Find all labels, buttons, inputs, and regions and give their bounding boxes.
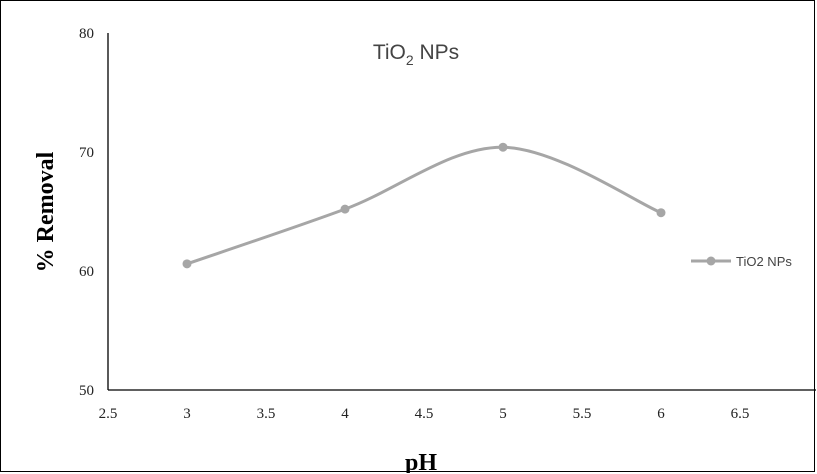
y-tick-label: 50 [79,383,94,399]
x-tick-label: 5.5 [573,406,592,422]
x-tick-label: 3 [183,406,191,422]
x-tick-label: 4.5 [415,406,434,422]
data-point [340,204,350,214]
chart-title-suffix: NPs [414,41,460,64]
x-tick-label: 4 [341,406,349,422]
legend-label: TiO2 NPs [736,254,792,269]
x-tick-label: 2.5 [99,406,118,422]
series-layer [182,142,666,269]
legend: TiO2 NPs [691,254,792,269]
x-tick-label: 3.5 [257,406,276,422]
y-axis-ticks: 50 60 70 80 [79,26,94,399]
y-axis-title: % Removal [33,151,59,272]
series-line [186,145,662,266]
chart-title-main: TiO [373,41,406,64]
x-tick-label: 6 [657,406,665,422]
legend-marker [706,256,716,266]
x-tick-label: 7 [815,406,816,422]
chart-title-subscript: 2 [406,52,414,68]
data-point [656,208,666,218]
x-axis-ticks: 2.5 3 3.5 4 4.5 5 5.5 6 6.5 7 [99,406,816,422]
y-tick-label: 60 [79,264,94,280]
data-point [498,142,508,152]
axes [107,33,816,391]
x-tick-label: 5 [499,406,507,422]
x-tick-label: 6.5 [731,406,750,422]
y-tick-label: 70 [79,145,94,161]
chart-title: TiO2 NPs [373,41,459,68]
data-point [182,259,192,269]
x-axis-title: pH [405,450,437,473]
y-tick-label: 80 [79,26,94,42]
